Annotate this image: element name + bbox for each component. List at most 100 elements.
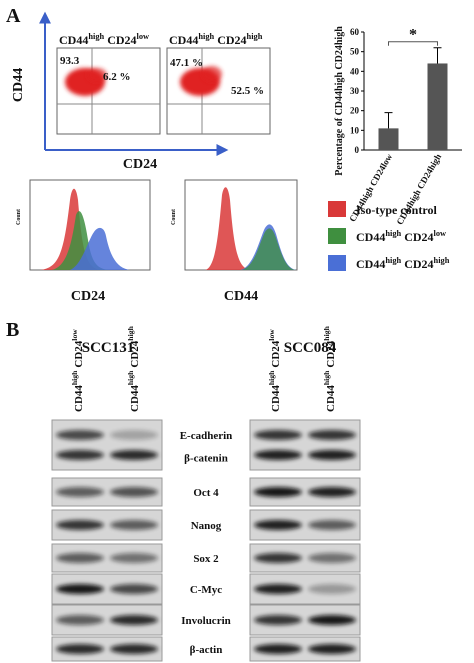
y-tick-label: 60: [350, 27, 360, 37]
superscript: high: [126, 370, 135, 385]
blot-band: [110, 430, 158, 440]
label: CD44high CD24low: [267, 329, 282, 412]
label: CD44highCD24high: [322, 325, 337, 412]
text-part: CD44: [73, 385, 85, 412]
protein-label: Nanog: [191, 520, 222, 532]
blot-band: [308, 553, 356, 563]
y-tick-label: 10: [350, 125, 360, 135]
error-bar: [384, 112, 393, 129]
text-part: CD44: [169, 33, 198, 47]
y-tick-label: 40: [350, 66, 360, 76]
quadrant-percent: 52.5 %: [231, 85, 264, 97]
protein-label: Involucrin: [181, 615, 231, 627]
superscript: high: [267, 370, 276, 385]
blot-band: [56, 520, 104, 530]
quadrant-percent: 93.3: [60, 55, 80, 67]
histogram: Count: [16, 179, 151, 271]
cell-line: SCC131: [82, 340, 135, 356]
protein-label: E-cadherin: [180, 430, 233, 442]
superscript: high: [322, 370, 331, 385]
text-part: CD44: [129, 385, 141, 412]
legend-swatch: [328, 255, 346, 271]
protein-label: Sox 2: [193, 553, 219, 565]
y-tick-label: 20: [350, 106, 360, 116]
blot-band: [254, 553, 302, 563]
superscript: high: [126, 325, 135, 340]
blot-band: [110, 520, 158, 530]
blot-background: [51, 419, 163, 471]
quadrant-percent: 6.2 %: [103, 71, 131, 83]
blot-band: [56, 487, 104, 497]
text-part: CD24: [404, 230, 433, 244]
protein-label: β-catenin: [184, 453, 228, 465]
blot-band: [308, 450, 356, 460]
label: CD44highCD24high: [126, 325, 141, 412]
blot-band: [110, 450, 158, 460]
blot-band: [56, 644, 104, 654]
histogram: Count: [171, 179, 298, 271]
histogram-x-label: CD24: [71, 289, 105, 304]
blot-band: [110, 615, 158, 625]
superscript: high: [385, 256, 401, 265]
superscript: low: [434, 229, 447, 238]
y-tick-label: 50: [350, 47, 360, 57]
blot-band: [56, 553, 104, 563]
blot-band: [308, 520, 356, 530]
text-part: CD44: [59, 33, 88, 47]
superscript: high: [88, 32, 104, 41]
quadrant-percent: 47.1 %: [170, 57, 203, 69]
blot-band: [254, 430, 302, 440]
superscript: low: [267, 329, 276, 341]
text-part: CD24: [217, 33, 246, 47]
axis-caption: Count: [171, 209, 177, 225]
blot-band: [110, 584, 158, 594]
legend-swatch: [328, 228, 346, 244]
axis-caption: Count: [16, 209, 22, 225]
text-part: CD44: [356, 230, 385, 244]
text-part: CD24: [270, 340, 282, 367]
blot-band: [56, 584, 104, 594]
blot-band: [254, 615, 302, 625]
text-part: CD24: [325, 340, 337, 367]
superscript: high: [434, 256, 450, 265]
blot-band: [308, 584, 356, 594]
superscript: high: [385, 229, 401, 238]
superscript: high: [322, 325, 331, 340]
text-part: CD24: [404, 257, 433, 271]
text-part: CD24: [73, 340, 85, 367]
text-part: CD44: [270, 385, 282, 412]
significance-mark: *: [409, 27, 417, 44]
blot-band: [56, 615, 104, 625]
blot-band: [56, 430, 104, 440]
panel-label: B: [6, 319, 19, 341]
text-part: CD44: [325, 385, 337, 412]
flow-y-label: CD44: [11, 68, 26, 102]
text-part: CD24: [129, 340, 141, 367]
blot-band: [254, 487, 302, 497]
blot-band: [110, 644, 158, 654]
cell-line: SCC084: [284, 340, 337, 356]
blot-band: [308, 615, 356, 625]
blot-band: [56, 450, 104, 460]
y-tick-label: 30: [350, 86, 360, 96]
text-part: Iso-type control: [356, 203, 437, 217]
panel-label: A: [6, 5, 21, 27]
protein-label: β-actin: [190, 644, 223, 656]
y-tick-label: 0: [355, 145, 360, 155]
blot-band: [254, 450, 302, 460]
error-bar: [433, 47, 442, 64]
significance-bracket: [388, 41, 438, 46]
superscript: high: [70, 370, 79, 385]
text-part: CD44: [356, 257, 385, 271]
text-part: CD24: [107, 33, 136, 47]
blot-band: [308, 487, 356, 497]
blot-band: [254, 584, 302, 594]
histogram-x-label: CD44: [224, 289, 258, 304]
superscript: high: [198, 32, 214, 41]
legend-swatch: [328, 201, 346, 217]
